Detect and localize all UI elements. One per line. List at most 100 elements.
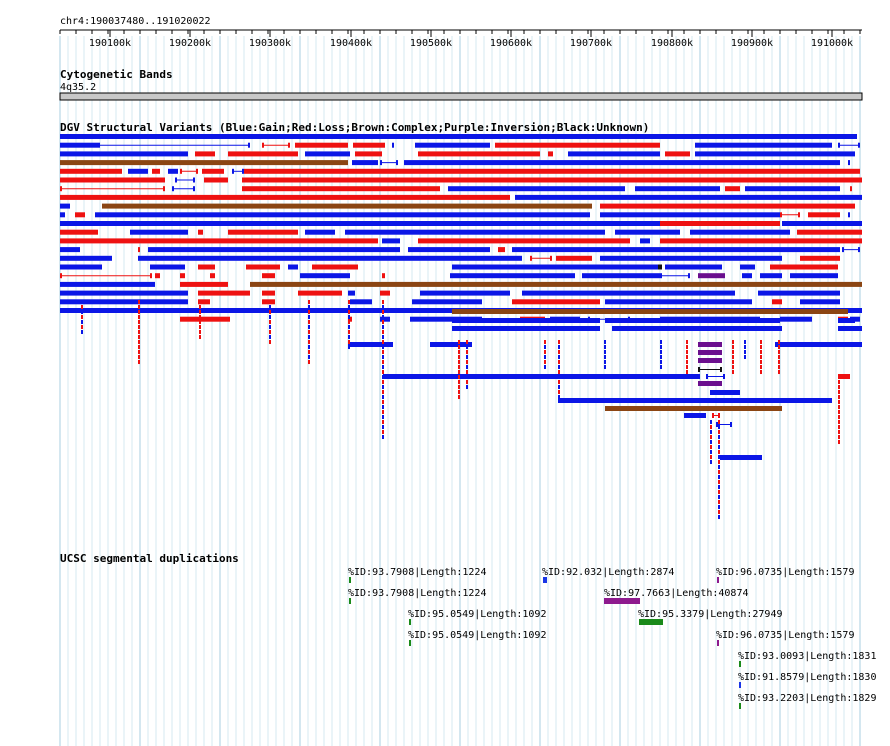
dgv-tick[interactable] <box>269 300 271 304</box>
dgv-tick[interactable] <box>382 355 384 359</box>
dgv-tick[interactable] <box>382 300 384 304</box>
dgv-tick[interactable] <box>382 365 384 369</box>
dgv-feature[interactable] <box>612 326 782 331</box>
dgv-link-end[interactable] <box>380 160 382 166</box>
dgv-tick[interactable] <box>199 320 201 324</box>
dgv-feature[interactable] <box>452 264 658 270</box>
dgv-feature[interactable] <box>60 264 102 270</box>
dgv-tick[interactable] <box>458 375 460 379</box>
dgv-feature[interactable] <box>262 273 275 279</box>
dgv-link-end[interactable] <box>712 413 714 418</box>
dgv-feature[interactable] <box>202 168 224 174</box>
dgv-feature[interactable] <box>353 142 385 148</box>
dgv-feature[interactable] <box>498 247 505 253</box>
dgv-tick[interactable] <box>308 315 310 319</box>
dgv-feature[interactable] <box>198 290 250 296</box>
dgv-feature[interactable] <box>698 342 722 347</box>
dgv-feature[interactable] <box>418 238 630 244</box>
dgv-tick[interactable] <box>458 340 460 344</box>
dgv-tick[interactable] <box>718 430 720 434</box>
dgv-tick[interactable] <box>308 355 310 359</box>
dgv-tick[interactable] <box>138 330 140 334</box>
dgv-feature[interactable] <box>198 299 210 305</box>
dgv-tick[interactable] <box>686 340 688 344</box>
dgv-tick[interactable] <box>760 355 762 359</box>
dgv-tick[interactable] <box>686 360 688 364</box>
dgv-feature[interactable] <box>180 316 230 322</box>
dgv-tick[interactable] <box>838 440 840 444</box>
dgv-tick[interactable] <box>778 355 780 359</box>
dgv-tick[interactable] <box>382 405 384 409</box>
dgv-feature[interactable] <box>60 134 857 139</box>
dgv-tick[interactable] <box>382 375 384 379</box>
dgv-tick[interactable] <box>308 320 310 324</box>
dgv-feature[interactable] <box>838 318 855 323</box>
dgv-feature[interactable] <box>204 177 228 183</box>
dgv-feature[interactable] <box>725 186 740 192</box>
dgv-tick[interactable] <box>544 350 546 354</box>
dgv-feature[interactable] <box>512 299 600 305</box>
dgv-feature[interactable] <box>412 299 482 305</box>
dgv-tick[interactable] <box>81 305 83 309</box>
dgv-tick[interactable] <box>382 395 384 399</box>
dgv-tick[interactable] <box>382 330 384 334</box>
dgv-tick[interactable] <box>838 405 840 409</box>
dgv-tick[interactable] <box>544 360 546 364</box>
dgv-tick[interactable] <box>744 345 746 349</box>
dgv-link-end[interactable] <box>193 186 195 192</box>
dgv-feature[interactable] <box>665 151 690 157</box>
dgv-tick[interactable] <box>660 360 662 364</box>
dgv-tick[interactable] <box>458 360 460 364</box>
dgv-tick[interactable] <box>544 355 546 359</box>
dgv-feature[interactable] <box>168 168 178 174</box>
dgv-tick[interactable] <box>466 375 468 379</box>
dgv-feature[interactable] <box>710 390 740 395</box>
dgv-feature[interactable] <box>195 151 215 157</box>
dgv-tick[interactable] <box>558 345 560 349</box>
dgv-tick[interactable] <box>466 380 468 384</box>
dgv-feature[interactable] <box>228 229 298 235</box>
dgv-tick[interactable] <box>138 325 140 329</box>
dgv-tick[interactable] <box>710 435 712 439</box>
dgv-link-end[interactable] <box>60 273 62 279</box>
dgv-feature[interactable] <box>797 229 862 235</box>
dgv-feature[interactable] <box>348 342 393 347</box>
dgv-link-end[interactable] <box>196 168 198 174</box>
dgv-tick[interactable] <box>732 360 734 364</box>
dgv-feature[interactable] <box>288 264 298 270</box>
dgv-feature[interactable] <box>740 264 755 270</box>
dgv-tick[interactable] <box>382 385 384 389</box>
dgv-tick[interactable] <box>382 310 384 314</box>
dgv-tick[interactable] <box>778 365 780 369</box>
dgv-tick[interactable] <box>138 310 140 314</box>
dgv-tick[interactable] <box>848 212 850 218</box>
dgv-feature[interactable] <box>262 290 275 296</box>
dgv-tick[interactable] <box>382 360 384 364</box>
dgv-tick[interactable] <box>382 400 384 404</box>
dgv-link-end[interactable] <box>858 247 860 253</box>
dgv-tick[interactable] <box>710 425 712 429</box>
dgv-feature[interactable] <box>380 316 390 322</box>
dgv-feature[interactable] <box>775 342 862 347</box>
dgv-tick[interactable] <box>718 465 720 469</box>
dgv-link-end[interactable] <box>720 367 722 372</box>
dgv-feature[interactable] <box>60 290 188 296</box>
dgv-tick[interactable] <box>660 365 662 369</box>
dgv-feature[interactable] <box>770 264 838 270</box>
dgv-tick[interactable] <box>466 365 468 369</box>
dgv-feature[interactable] <box>60 203 70 209</box>
dgv-feature[interactable] <box>772 299 782 305</box>
dgv-link-end[interactable] <box>175 177 177 183</box>
dgv-tick[interactable] <box>382 335 384 339</box>
dgv-feature[interactable] <box>180 273 185 279</box>
dgv-feature[interactable] <box>246 264 280 270</box>
dgv-link-end[interactable] <box>688 273 690 279</box>
dgv-feature[interactable] <box>350 299 372 305</box>
dgv-link-end[interactable] <box>660 273 662 279</box>
dgv-tick[interactable] <box>718 500 720 504</box>
dgv-tick[interactable] <box>718 475 720 479</box>
dgv-feature[interactable] <box>295 142 348 148</box>
dgv-feature[interactable] <box>60 151 188 157</box>
dgv-tick[interactable] <box>138 320 140 324</box>
dgv-feature[interactable] <box>548 151 553 157</box>
